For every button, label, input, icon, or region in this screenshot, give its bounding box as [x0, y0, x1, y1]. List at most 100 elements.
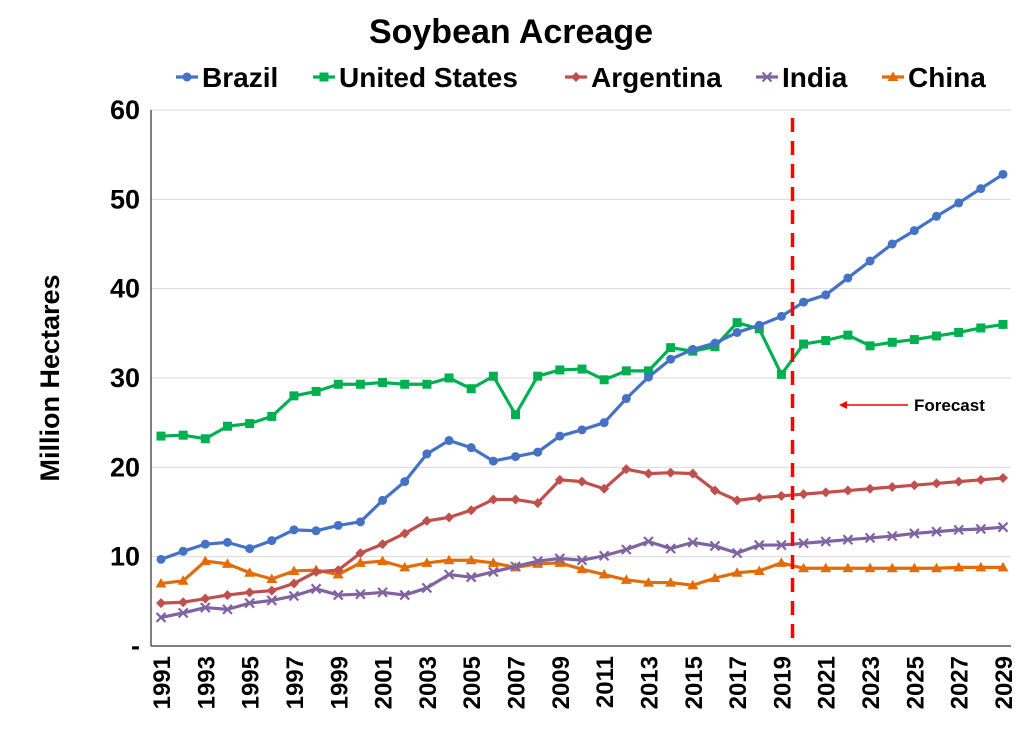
data-point — [887, 481, 898, 492]
data-point — [887, 337, 897, 347]
data-point — [864, 562, 876, 573]
data-point — [288, 565, 300, 575]
data-point — [909, 528, 920, 539]
data-point — [399, 561, 411, 572]
data-point — [311, 386, 321, 396]
data-point — [377, 555, 389, 566]
legend-label: Argentina — [591, 62, 722, 93]
data-point — [332, 589, 344, 601]
data-point — [488, 371, 498, 381]
y-tick-label: - — [131, 631, 140, 661]
data-point — [931, 478, 942, 489]
data-point — [775, 557, 787, 567]
y-tick-label: 30 — [110, 363, 140, 393]
data-point — [865, 341, 875, 351]
data-point — [465, 571, 477, 583]
data-point — [821, 290, 831, 300]
data-point — [665, 577, 677, 587]
data-point — [953, 561, 965, 572]
legend-label: Brazil — [202, 62, 278, 93]
data-point — [245, 544, 255, 554]
data-point — [510, 561, 521, 572]
data-point — [886, 562, 898, 573]
data-point — [267, 536, 277, 546]
legend-label: India — [782, 62, 848, 93]
data-point — [908, 562, 920, 573]
data-point — [931, 526, 942, 537]
x-tick-label: 2023 — [858, 656, 885, 709]
data-point — [554, 553, 566, 564]
data-point — [182, 72, 192, 82]
data-point — [200, 593, 211, 604]
data-point — [599, 375, 609, 385]
data-point — [843, 330, 853, 340]
data-point — [843, 273, 853, 283]
data-point — [643, 372, 653, 382]
data-point — [643, 468, 654, 479]
data-point — [378, 495, 388, 505]
x-tick-label: 2029 — [991, 656, 1018, 709]
data-point — [178, 546, 188, 556]
data-point — [643, 366, 653, 376]
data-point — [487, 557, 499, 567]
data-point — [555, 365, 565, 375]
data-point — [399, 589, 411, 601]
data-point — [178, 597, 189, 608]
data-point — [687, 579, 699, 590]
data-point — [842, 534, 854, 545]
data-point — [156, 598, 166, 609]
y-tick-label: 40 — [110, 274, 140, 304]
data-point — [732, 327, 742, 337]
x-tick-label: 2007 — [504, 656, 531, 709]
data-point — [319, 72, 329, 82]
data-point — [776, 490, 787, 501]
data-point — [953, 476, 964, 487]
data-point — [177, 607, 189, 619]
data-point — [555, 431, 565, 441]
data-point — [599, 418, 609, 428]
data-point — [954, 198, 964, 208]
data-point — [288, 578, 299, 589]
data-point — [975, 474, 986, 485]
data-point — [753, 539, 765, 551]
data-point — [776, 369, 786, 379]
x-tick-label: 1997 — [282, 656, 309, 709]
data-point — [222, 537, 232, 547]
data-point — [577, 476, 587, 487]
data-point — [954, 327, 964, 337]
data-point — [761, 71, 773, 83]
x-tick-label: 1993 — [193, 656, 220, 709]
legend-item-china: China — [882, 62, 986, 93]
data-point — [333, 379, 343, 389]
data-point — [532, 555, 543, 567]
data-point — [998, 473, 1008, 484]
data-point — [421, 557, 433, 567]
data-point — [687, 537, 699, 548]
data-point — [310, 583, 322, 595]
data-point — [533, 371, 543, 381]
data-point — [221, 558, 233, 568]
y-tick-label: 10 — [110, 542, 140, 572]
x-tick-label: 2003 — [415, 656, 442, 709]
data-point — [864, 532, 876, 544]
data-point — [799, 297, 809, 307]
data-point — [886, 530, 898, 542]
data-point — [377, 539, 388, 550]
data-point — [554, 474, 565, 485]
data-point — [244, 587, 255, 598]
data-point — [710, 338, 720, 348]
data-point — [245, 419, 255, 429]
data-point — [466, 443, 476, 453]
data-point — [887, 71, 899, 81]
data-point — [200, 539, 210, 549]
forecast-annotation: Forecast — [839, 396, 985, 415]
data-point — [753, 565, 765, 575]
data-point — [666, 343, 676, 353]
data-point — [333, 520, 343, 530]
x-tick-label: 2011 — [592, 656, 619, 708]
x-tick-label: 2001 — [371, 656, 398, 709]
data-point — [488, 494, 499, 505]
data-point — [355, 379, 365, 389]
series-brazil — [156, 169, 1008, 564]
